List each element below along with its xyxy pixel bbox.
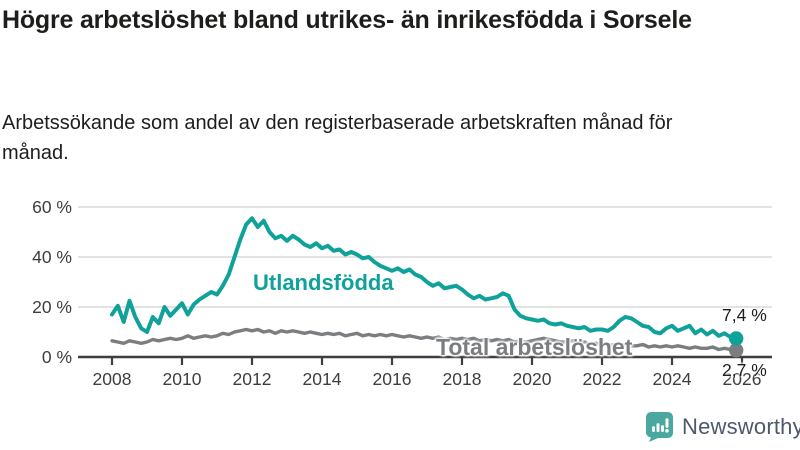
newsworthy-logo-icon (646, 412, 673, 442)
y-tick-label-20: 20 % (32, 297, 72, 317)
logo-bar-chart-glyph (652, 418, 669, 433)
line-utlandsfodda (110, 216, 739, 341)
end-dot-utlandsfodda (728, 331, 744, 346)
end-value-utlandsfodda: 7,4 % (722, 305, 767, 325)
x-tick-label-2010: 2010 (163, 369, 202, 389)
x-tick-label-2026: 2026 (723, 369, 762, 389)
x-tick-label-2018: 2018 (443, 369, 482, 389)
chart-subtitle: Arbetssökande som andel av den registerb… (2, 112, 673, 164)
series-label-utlandsfodda: Utlandsfödda (253, 270, 394, 295)
y-tick-label-60: 60 % (32, 197, 72, 217)
x-tick-label-2014: 2014 (303, 369, 342, 389)
chart-title: Högre arbetslöshet bland utrikes- än inr… (2, 6, 692, 34)
x-tick-label-2024: 2024 (653, 369, 692, 389)
x-tick-label-2008: 2008 (93, 369, 132, 389)
y-tick-label-40: 40 % (32, 247, 72, 267)
y-tick-label-0: 0 % (42, 347, 72, 367)
line-total (110, 327, 738, 352)
x-tick-label-2022: 2022 (583, 369, 622, 389)
newsworthy-wordmark: Newsworthy (682, 413, 800, 439)
end-value-total: 2,7 % (722, 360, 767, 380)
series-label-total-arbetsloshet: Total arbetslöshet (436, 334, 633, 360)
x-tick-label-2020: 2020 (513, 369, 552, 389)
newsworthy-branding: Newsworthy (645, 411, 800, 442)
end-dot-total (728, 343, 744, 358)
x-tick-label-2016: 2016 (373, 369, 412, 389)
x-tick-label-2012: 2012 (233, 369, 272, 389)
